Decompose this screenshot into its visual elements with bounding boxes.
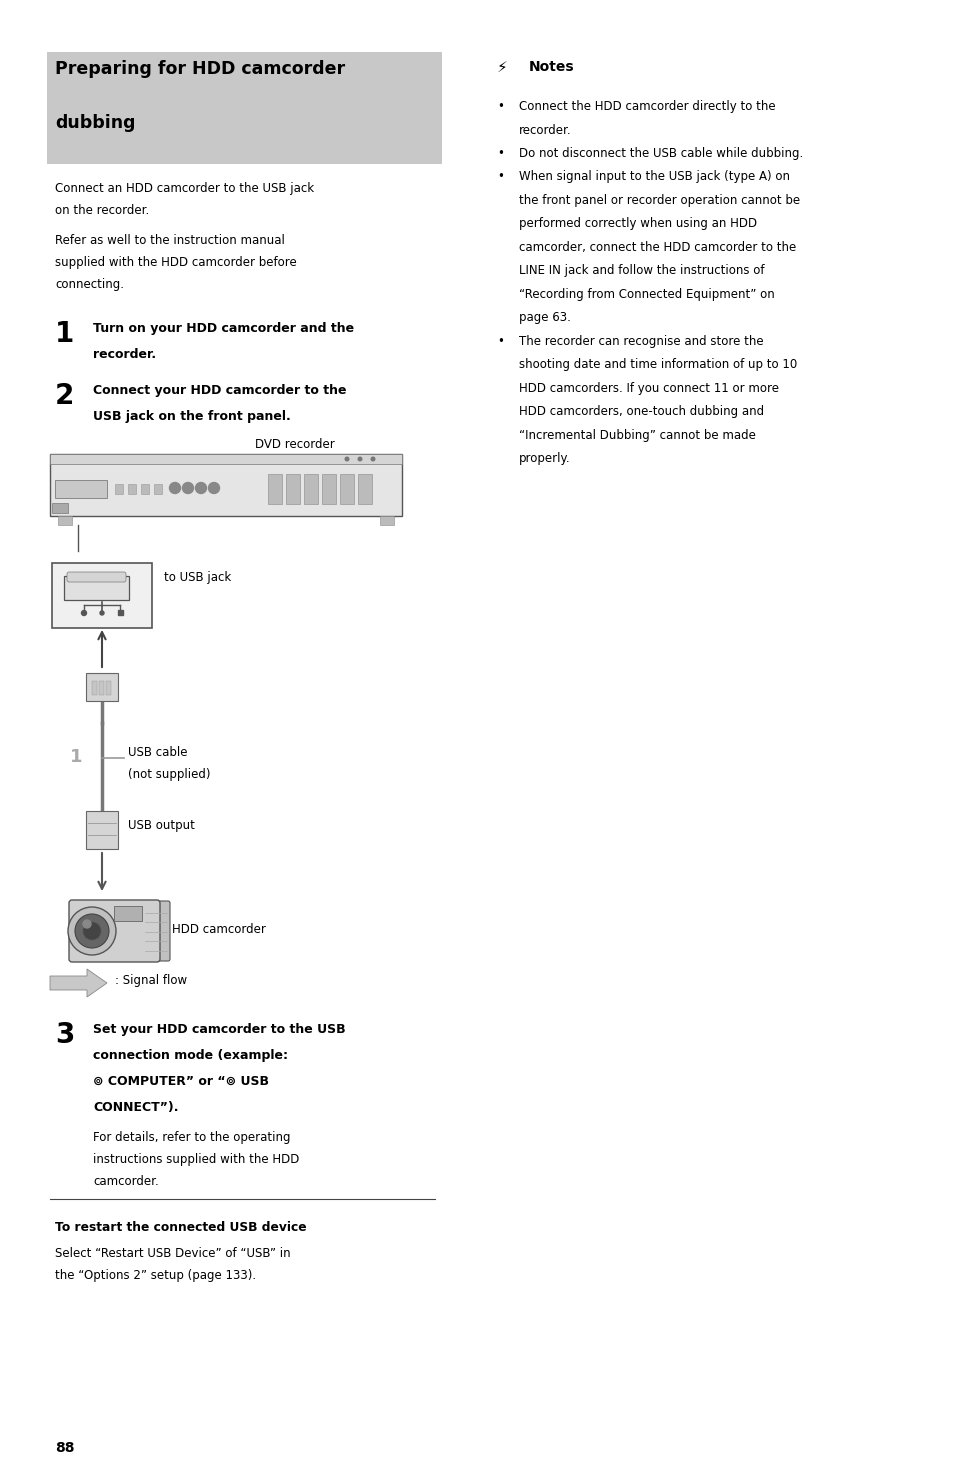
Text: ⚡: ⚡ (497, 59, 507, 76)
Text: To restart the connected USB device: To restart the connected USB device (55, 1221, 306, 1234)
FancyBboxPatch shape (379, 516, 394, 525)
Circle shape (83, 919, 91, 928)
FancyBboxPatch shape (286, 475, 299, 504)
Text: When signal input to the USB jack (type A) on: When signal input to the USB jack (type … (518, 171, 789, 184)
Text: DVD recorder: DVD recorder (254, 437, 335, 451)
Circle shape (209, 482, 219, 494)
Text: page 63.: page 63. (518, 311, 570, 325)
Circle shape (195, 482, 206, 494)
FancyBboxPatch shape (55, 480, 107, 498)
FancyBboxPatch shape (141, 483, 149, 494)
Circle shape (100, 611, 104, 615)
Text: “Recording from Connected Equipment” on: “Recording from Connected Equipment” on (518, 288, 774, 301)
Text: : Signal flow: : Signal flow (115, 974, 187, 988)
Text: •: • (497, 335, 503, 349)
FancyBboxPatch shape (115, 483, 123, 494)
Text: •: • (497, 171, 503, 184)
Circle shape (345, 457, 349, 461)
Text: 2: 2 (55, 383, 74, 409)
Text: USB output: USB output (128, 819, 194, 832)
FancyBboxPatch shape (357, 475, 372, 504)
FancyBboxPatch shape (58, 516, 71, 525)
Text: LINE IN jack and follow the instructions of: LINE IN jack and follow the instructions… (518, 264, 763, 277)
Text: 1: 1 (70, 747, 82, 767)
FancyBboxPatch shape (64, 575, 129, 601)
Text: HDD camcorders. If you connect 11 or more: HDD camcorders. If you connect 11 or mor… (518, 383, 779, 394)
Text: 88: 88 (55, 1441, 74, 1455)
FancyBboxPatch shape (339, 475, 354, 504)
Text: performed correctly when using an HDD: performed correctly when using an HDD (518, 218, 757, 230)
Text: USB cable: USB cable (128, 746, 188, 759)
Text: ⊚ COMPUTER” or “⊚ USB: ⊚ COMPUTER” or “⊚ USB (92, 1075, 269, 1089)
Text: Notes: Notes (529, 59, 574, 74)
FancyBboxPatch shape (69, 900, 160, 962)
Text: CONNECT”).: CONNECT”). (92, 1100, 178, 1114)
Text: 1: 1 (55, 320, 74, 349)
Text: dubbing: dubbing (55, 114, 135, 132)
Text: shooting date and time information of up to 10: shooting date and time information of up… (518, 359, 797, 372)
Text: properly.: properly. (518, 452, 570, 466)
Text: to USB jack: to USB jack (164, 571, 231, 584)
Text: recorder.: recorder. (518, 123, 571, 136)
Text: Do not disconnect the USB cable while dubbing.: Do not disconnect the USB cable while du… (518, 147, 802, 160)
FancyBboxPatch shape (153, 483, 162, 494)
Circle shape (83, 922, 101, 940)
FancyBboxPatch shape (67, 572, 126, 581)
Text: Connect your HDD camcorder to the: Connect your HDD camcorder to the (92, 384, 346, 397)
Text: connecting.: connecting. (55, 277, 124, 291)
Text: recorder.: recorder. (92, 349, 156, 360)
Text: Connect an HDD camcorder to the USB jack: Connect an HDD camcorder to the USB jack (55, 182, 314, 194)
Text: HDD camcorders, one-touch dubbing and: HDD camcorders, one-touch dubbing and (518, 405, 763, 418)
FancyBboxPatch shape (50, 454, 401, 516)
FancyBboxPatch shape (268, 475, 282, 504)
FancyBboxPatch shape (128, 483, 136, 494)
Text: USB jack on the front panel.: USB jack on the front panel. (92, 409, 291, 423)
FancyBboxPatch shape (99, 681, 104, 696)
Text: camcorder.: camcorder. (92, 1175, 158, 1188)
FancyBboxPatch shape (52, 564, 152, 627)
Text: HDD camcorder: HDD camcorder (172, 922, 266, 936)
Text: on the recorder.: on the recorder. (55, 205, 149, 217)
FancyBboxPatch shape (304, 475, 317, 504)
Text: Turn on your HDD camcorder and the: Turn on your HDD camcorder and the (92, 322, 354, 335)
Text: camcorder, connect the HDD camcorder to the: camcorder, connect the HDD camcorder to … (518, 242, 796, 254)
Circle shape (68, 908, 116, 955)
FancyBboxPatch shape (113, 906, 142, 921)
Text: •: • (497, 147, 503, 160)
FancyBboxPatch shape (86, 673, 118, 701)
Text: instructions supplied with the HDD: instructions supplied with the HDD (92, 1152, 299, 1166)
Text: Set your HDD camcorder to the USB: Set your HDD camcorder to the USB (92, 1023, 345, 1037)
FancyBboxPatch shape (91, 681, 97, 696)
Bar (117, 611, 122, 615)
Text: Preparing for HDD camcorder: Preparing for HDD camcorder (55, 59, 345, 79)
Circle shape (170, 482, 180, 494)
Text: (not supplied): (not supplied) (128, 768, 211, 782)
FancyBboxPatch shape (86, 811, 118, 848)
Text: •: • (497, 99, 503, 113)
Text: Refer as well to the instruction manual: Refer as well to the instruction manual (55, 234, 285, 248)
Text: the “Options 2” setup (page 133).: the “Options 2” setup (page 133). (55, 1269, 255, 1281)
Text: Select “Restart USB Device” of “USB” in: Select “Restart USB Device” of “USB” in (55, 1247, 291, 1261)
Text: supplied with the HDD camcorder before: supplied with the HDD camcorder before (55, 257, 296, 268)
FancyBboxPatch shape (52, 503, 68, 513)
Text: The recorder can recognise and store the: The recorder can recognise and store the (518, 335, 762, 349)
Circle shape (371, 457, 375, 461)
FancyBboxPatch shape (50, 454, 401, 464)
Circle shape (357, 457, 361, 461)
FancyBboxPatch shape (47, 52, 441, 165)
Text: connection mode (example:: connection mode (example: (92, 1048, 288, 1062)
FancyBboxPatch shape (322, 475, 335, 504)
Text: 3: 3 (55, 1020, 74, 1048)
Text: the front panel or recorder operation cannot be: the front panel or recorder operation ca… (518, 194, 800, 208)
FancyBboxPatch shape (106, 681, 111, 696)
Text: Connect the HDD camcorder directly to the: Connect the HDD camcorder directly to th… (518, 99, 775, 113)
Circle shape (75, 914, 109, 948)
Text: For details, refer to the operating: For details, refer to the operating (92, 1132, 291, 1143)
FancyBboxPatch shape (142, 902, 170, 961)
Text: “Incremental Dubbing” cannot be made: “Incremental Dubbing” cannot be made (518, 429, 755, 442)
Circle shape (182, 482, 193, 494)
Circle shape (81, 611, 87, 615)
Polygon shape (50, 968, 107, 997)
